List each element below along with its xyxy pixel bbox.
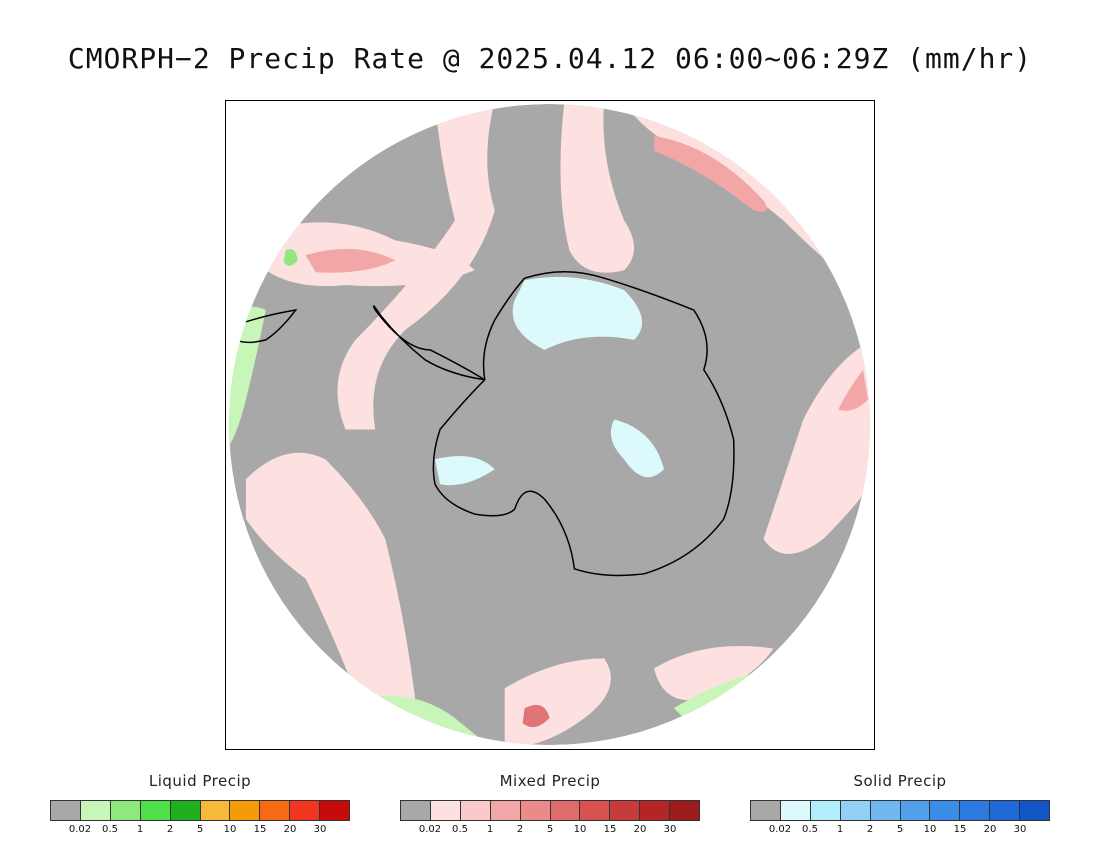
- antarctic-interior: [435, 456, 495, 486]
- legend-tick-label: 5: [196, 824, 204, 835]
- legend-swatch: [670, 801, 700, 820]
- legend-tick-label: 20: [283, 824, 297, 835]
- legend-swatch: [200, 801, 231, 820]
- legend-tick-label: 0.02: [768, 824, 792, 835]
- legend-tick-label: 2: [166, 824, 174, 835]
- legend-tick-label: 5: [896, 824, 904, 835]
- legend-title: Liquid Precip: [148, 772, 252, 790]
- legend-swatch: [870, 801, 901, 820]
- legend-swatch: [780, 801, 811, 820]
- legend-swatch: [520, 801, 551, 820]
- legend-solid: Solid Precip 0.02 0.5 1 2 5 10 15 20 30: [750, 772, 1050, 837]
- legend-tick-label: 0.5: [452, 824, 468, 835]
- map-disc: [228, 103, 871, 746]
- legend-tick-label: 2: [516, 824, 524, 835]
- legend-swatch: [900, 801, 931, 820]
- legend-swatch: [930, 801, 961, 820]
- legend-swatch: [960, 801, 991, 820]
- legend-tick-label: 0.5: [102, 824, 118, 835]
- mixed-precip-area: [245, 452, 416, 725]
- legend-tick-label: 1: [486, 824, 494, 835]
- legend-swatch: [1020, 801, 1050, 820]
- legend-swatch: [170, 801, 201, 820]
- legend-swatch: [110, 801, 141, 820]
- south-america-coastline: [235, 308, 298, 344]
- legend-colorbar: [50, 800, 350, 821]
- mixed-precip-core: [838, 369, 869, 411]
- legend-swatch: [490, 801, 521, 820]
- mixed-precip-area: [560, 103, 635, 273]
- legend-tick-label: 15: [253, 824, 267, 835]
- legend-swatch: [320, 801, 350, 820]
- legend-tick-label: 2: [866, 824, 874, 835]
- legend-tick-label: 15: [953, 824, 967, 835]
- legend-swatch: [260, 801, 291, 820]
- legend-tick-label: 10: [223, 824, 237, 835]
- legend-tick-label: 20: [633, 824, 647, 835]
- legend-colorbar: [750, 800, 1050, 821]
- legend-ticks: 0.02 0.5 1 2 5 10 15 20 30: [50, 821, 350, 837]
- legend-tick-label: 15: [603, 824, 617, 835]
- polar-map-svg: [228, 103, 871, 746]
- antarctic-peninsula-coastline: [372, 305, 486, 381]
- legend-title: Mixed Precip: [499, 772, 601, 790]
- mixed-precip-area: [337, 103, 495, 430]
- legend-tick-label: 20: [983, 824, 997, 835]
- legend-swatch: [51, 801, 81, 820]
- mixed-precip-core: [522, 704, 550, 728]
- precip-map: [225, 100, 875, 750]
- legend-swatch: [640, 801, 671, 820]
- legend-swatch: [230, 801, 261, 820]
- legend-tick-label: 0.02: [418, 824, 442, 835]
- legend-swatch: [401, 801, 431, 820]
- legend-swatch: [840, 801, 871, 820]
- legend-swatch: [610, 801, 641, 820]
- legend-tick-label: 10: [923, 824, 937, 835]
- antarctica-coastline: [432, 270, 735, 577]
- legend-swatch: [990, 801, 1021, 820]
- legend-liquid: Liquid Precip 0.02 0.5 1 2 5 10 15 20 30: [50, 772, 350, 837]
- legend-tick-label: 0.02: [68, 824, 92, 835]
- mixed-precip-core: [654, 135, 767, 212]
- legend-ticks: 0.02 0.5 1 2 5 10 15 20 30: [400, 821, 700, 837]
- legend-swatch: [460, 801, 491, 820]
- mixed-precip-core: [305, 248, 396, 273]
- legend-tick-label: 30: [313, 824, 327, 835]
- mixed-precip-area: [654, 645, 774, 701]
- legend-tick-label: 30: [1013, 824, 1027, 835]
- legend-mixed: Mixed Precip 0.02 0.5 1 2 5 10 15 20 30: [400, 772, 700, 837]
- legend-swatch: [810, 801, 841, 820]
- legend-tick-label: 10: [573, 824, 587, 835]
- legend-tick-label: 0.5: [802, 824, 818, 835]
- legend-tick-label: 1: [836, 824, 844, 835]
- antarctic-interior: [610, 419, 664, 478]
- legend-tick-label: 1: [136, 824, 144, 835]
- legend-ticks: 0.02 0.5 1 2 5 10 15 20 30: [750, 821, 1050, 837]
- legend-colorbar: [400, 800, 700, 821]
- legend-swatch: [80, 801, 111, 820]
- legend-swatch: [751, 801, 781, 820]
- chart-title: CMORPH−2 Precip Rate @ 2025.04.12 06:00~…: [67, 42, 1033, 75]
- legend-tick-label: 5: [546, 824, 554, 835]
- legend-swatch: [550, 801, 581, 820]
- legend-swatch: [580, 801, 611, 820]
- mixed-precip-area: [763, 339, 871, 554]
- legend-swatch: [290, 801, 321, 820]
- legend-tick-label: 30: [663, 824, 677, 835]
- liquid-precip-area: [283, 249, 298, 266]
- legend-swatch: [140, 801, 171, 820]
- antarctic-interior: [512, 276, 643, 350]
- legend-swatch: [430, 801, 461, 820]
- legend-title: Solid Precip: [853, 772, 947, 790]
